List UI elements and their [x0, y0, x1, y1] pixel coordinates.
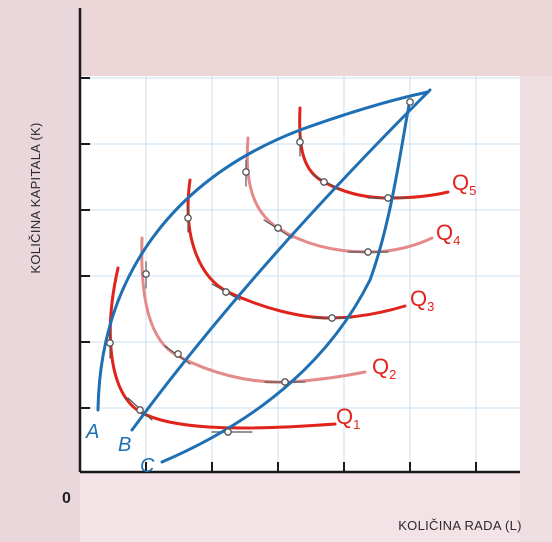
right-band [520, 76, 552, 542]
isoquant-label-q1: Q1 [336, 404, 360, 432]
axis-ticks [80, 77, 477, 472]
isoquant-label-q5: Q5 [452, 170, 476, 198]
intersection-points [106, 98, 414, 436]
isoquant-label-q3: Q3 [410, 286, 434, 314]
isoquant-q2 [140, 236, 367, 384]
isoquant-q5 [298, 106, 450, 200]
expansion-label-a: A [85, 421, 99, 443]
expansion-path-c [160, 98, 412, 464]
expansion-path-a [96, 90, 430, 412]
expansion-path-b [130, 88, 432, 432]
isoquant-label-q2: Q2 [372, 354, 396, 382]
expansion-label-b: B [118, 434, 131, 456]
y-axis-label: KOLIČINA KAPITALA (K) [28, 122, 43, 273]
top-band [80, 0, 552, 76]
isoquant-label-q4: Q4 [436, 220, 460, 248]
axes [78, 8, 520, 474]
x-axis-label: KOLIČINA RADA (L) [398, 518, 522, 533]
left-band [0, 0, 80, 542]
origin-label: 0 [62, 490, 71, 507]
isoquant-q3 [186, 178, 407, 320]
isoquant-q4 [245, 136, 434, 254]
expansion-label-c: C [140, 455, 155, 477]
expansion-paths [96, 88, 432, 464]
